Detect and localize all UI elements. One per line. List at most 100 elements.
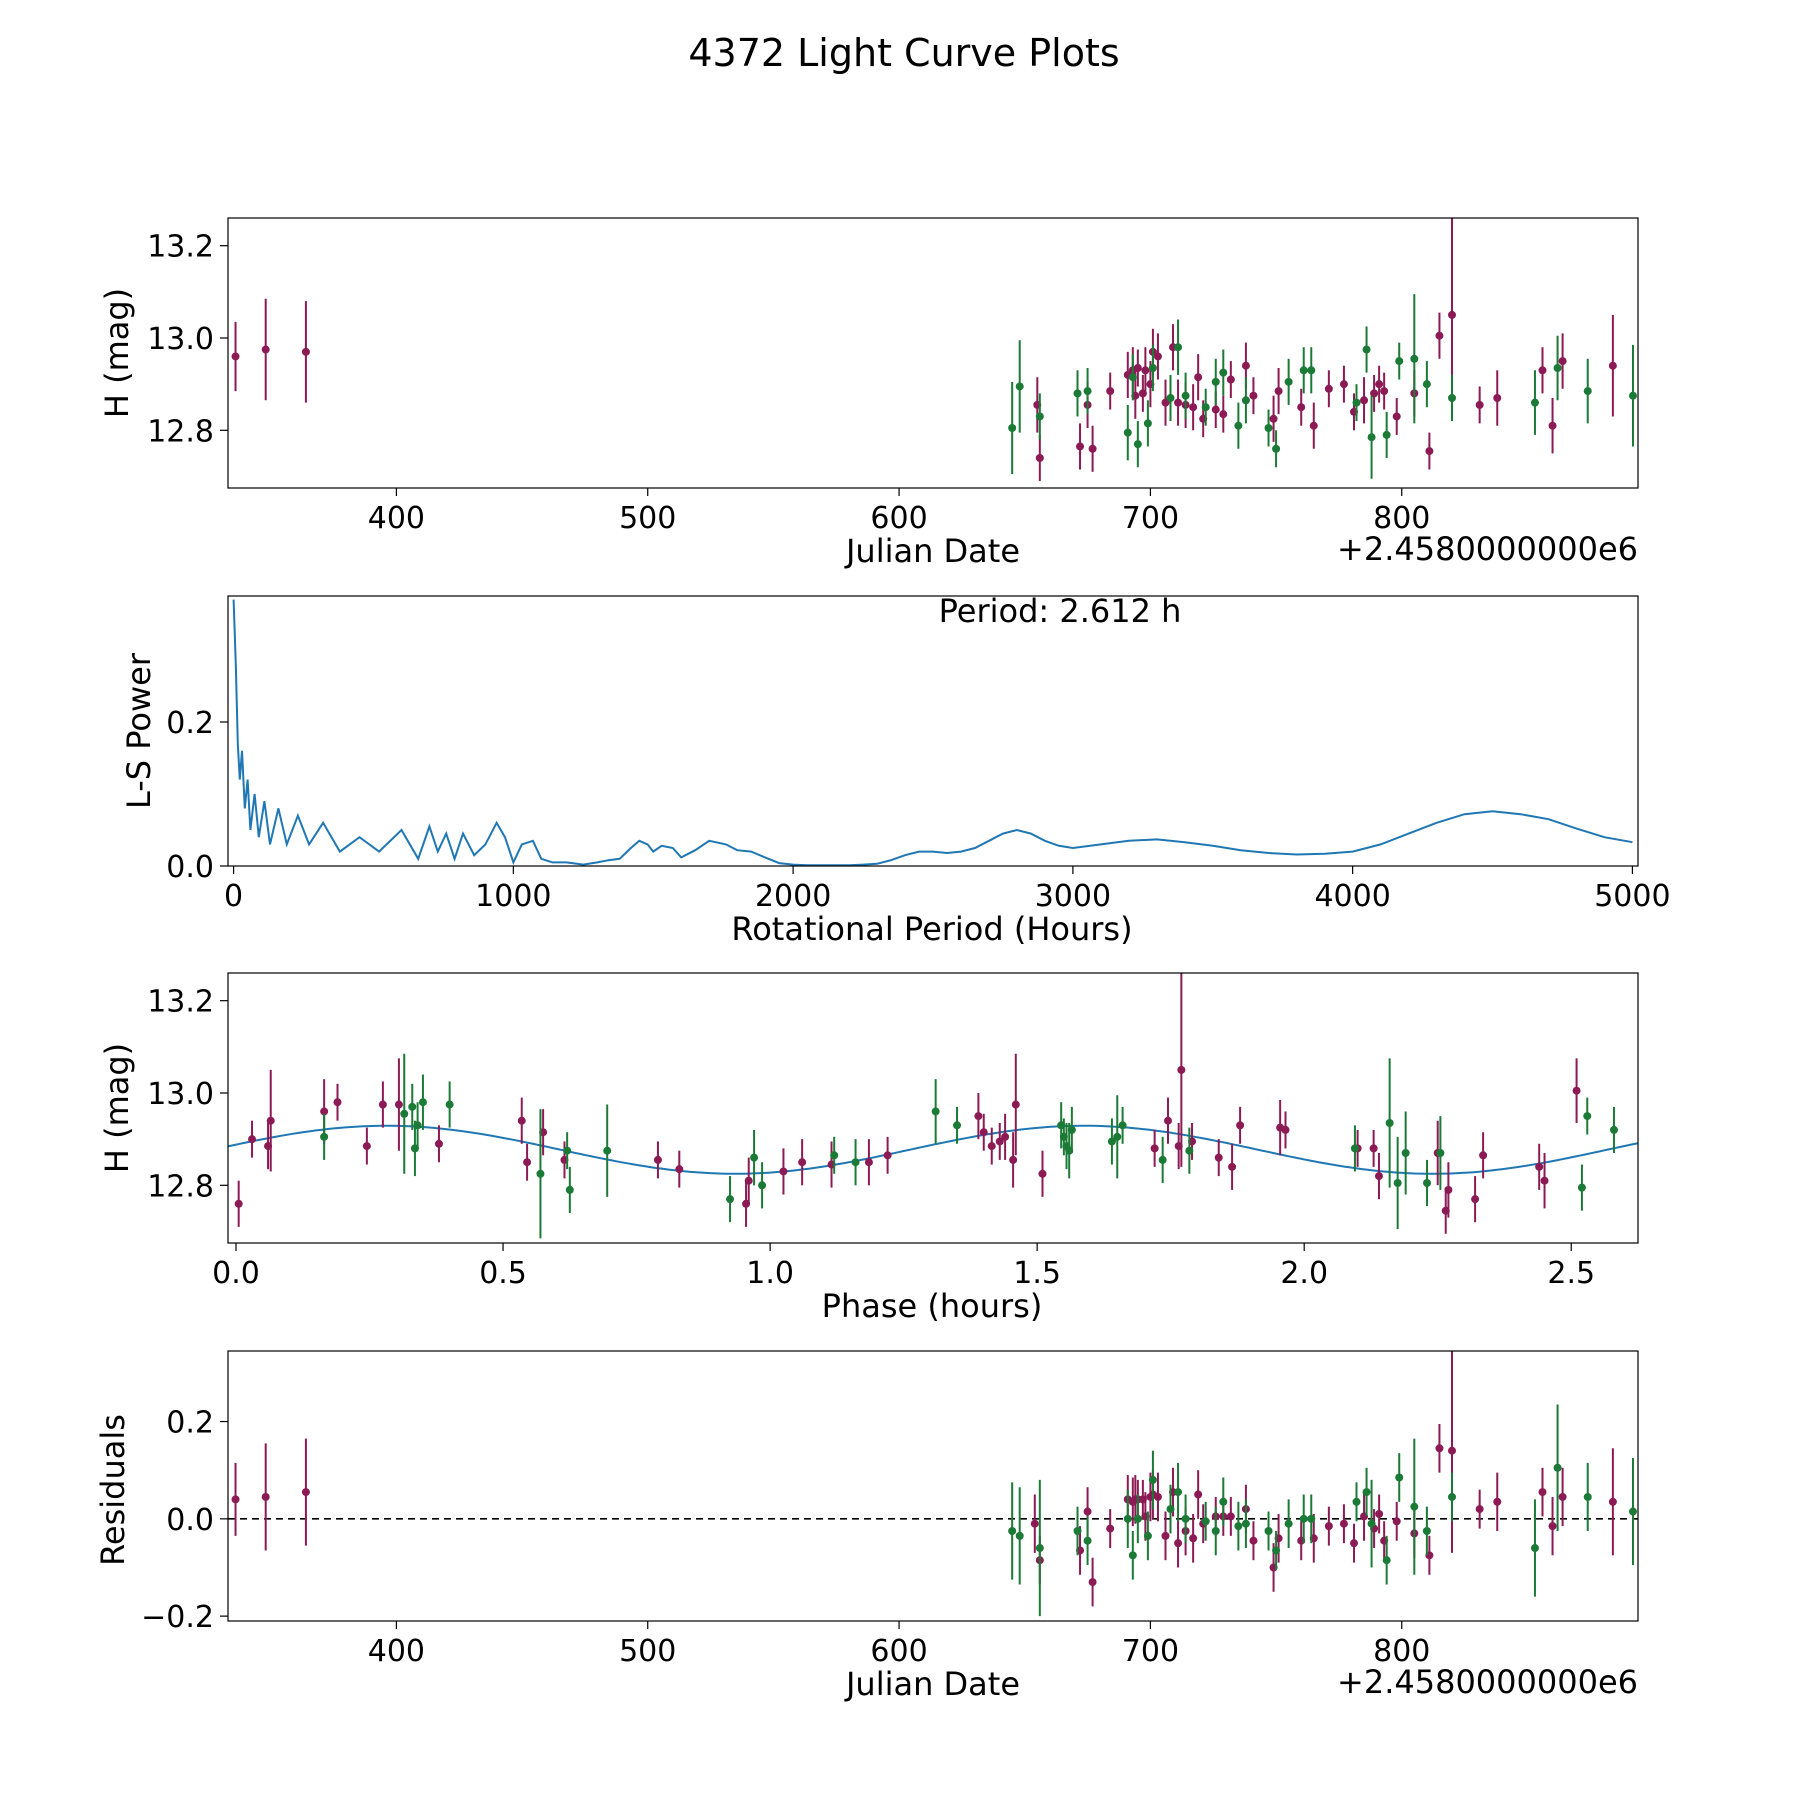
phase-folded-point-purple: [523, 1158, 532, 1167]
light-curve-point-purple: [1375, 380, 1384, 389]
light-curve-plot-area: [231, 218, 1637, 482]
phase-folded-point-green: [1609, 1125, 1618, 1134]
phase-folded-point-purple: [779, 1167, 788, 1176]
phase-folded-point-green: [1423, 1179, 1432, 1187]
phase-folded-point-purple: [653, 1155, 662, 1164]
phase-folded-point-purple: [1369, 1144, 1378, 1153]
light-curve-point-green: [1553, 364, 1562, 372]
residuals-point-green: [1234, 1522, 1243, 1531]
light-curve-xtick-label: 400: [368, 501, 425, 536]
light-curve-point-green: [1264, 424, 1273, 432]
light-curve-point-purple: [1088, 444, 1097, 453]
phase-folded-point-green: [320, 1132, 329, 1141]
residuals-point-green: [1148, 1475, 1157, 1484]
phase-folded-point-purple: [266, 1116, 275, 1125]
light-curve-point-green: [1181, 391, 1190, 400]
phase-folded-point-purple: [883, 1151, 892, 1160]
residuals-point-purple: [1106, 1524, 1115, 1533]
phase-folded-point-purple: [1535, 1162, 1544, 1171]
phase-folded-point-purple: [1009, 1155, 1018, 1164]
light-curve-point-purple: [1153, 352, 1162, 361]
light-curve-xtick-label: 700: [1122, 501, 1179, 536]
residuals-point-green: [1211, 1527, 1220, 1535]
light-curve-axes-frame: [227, 217, 1639, 489]
light-curve-point-purple: [1174, 398, 1183, 407]
residuals-point-green: [1307, 1514, 1316, 1523]
residuals-ytick-label: −0.2: [141, 1600, 214, 1635]
residuals-point-green: [1166, 1505, 1175, 1514]
periodogram-xlabel: Rotational Period (Hours): [731, 910, 1132, 948]
residuals-point-green: [1382, 1556, 1391, 1565]
light-curve-xtick-label: 600: [870, 501, 927, 536]
residuals-point-purple: [1475, 1505, 1484, 1514]
residuals-point-green: [1367, 1519, 1376, 1528]
light-curve-ytick-label: 13.0: [147, 322, 214, 357]
phase-folded-point-purple: [1572, 1086, 1581, 1095]
light-curve-point-purple: [1548, 421, 1557, 430]
light-curve-point-purple: [1035, 454, 1044, 462]
phase-folded-point-purple: [1011, 1100, 1020, 1109]
light-curve-point-green: [1362, 345, 1371, 354]
light-curve-point-green: [1211, 377, 1220, 386]
residuals-point-green: [1628, 1507, 1637, 1516]
residuals-point-green: [1352, 1497, 1361, 1506]
residuals-point-green: [1553, 1463, 1562, 1472]
phase-folded-point-green: [758, 1181, 767, 1190]
light-curve-ylabel: H (mag): [98, 288, 136, 418]
residuals-plot-area: [228, 1351, 1638, 1617]
periodogram-ytick-label: 0.2: [166, 706, 214, 741]
light-curve-point-green: [1148, 364, 1157, 372]
phase-folded-ytick-label: 13.2: [147, 985, 214, 1020]
residuals-point-green: [1583, 1492, 1592, 1501]
panel-periodogram: Period: 2.612 h Rotational Period (Hours…: [120, 592, 1671, 948]
residuals-ytick-label: 0.2: [166, 1406, 214, 1441]
phase-folded-xtick-label: 0.0: [212, 1256, 260, 1291]
light-curve-point-purple: [1360, 396, 1369, 405]
light-curve-point-purple: [1249, 391, 1258, 400]
residuals-point-purple: [1088, 1578, 1097, 1587]
phase-folded-point-purple: [234, 1199, 243, 1208]
phase-folded-point-purple: [434, 1139, 443, 1148]
panel-residuals: Julian Date Residuals +2.4580000000e6 40…: [94, 1350, 1639, 1703]
phase-folded-point-green: [1350, 1144, 1359, 1153]
phase-folded-point-purple: [974, 1112, 983, 1121]
residuals-ytick-label: 0.0: [166, 1503, 214, 1538]
residuals-xtick-label: 800: [1373, 1634, 1430, 1669]
phase-folded-point-green: [830, 1151, 839, 1160]
light-curve-point-purple: [1106, 387, 1115, 396]
residuals-point-purple: [1392, 1517, 1401, 1526]
phase-folded-xlabel: Phase (hours): [822, 1287, 1043, 1325]
phase-folded-point-green: [1118, 1121, 1127, 1130]
light-curve-point-green: [1628, 391, 1637, 400]
light-curve-point-purple: [1211, 405, 1220, 414]
phase-folded-point-green: [1583, 1112, 1592, 1121]
phase-folded-point-green: [726, 1195, 735, 1204]
light-curve-point-green: [1583, 387, 1592, 396]
light-curve-point-purple: [1324, 384, 1333, 393]
light-curve-point-green: [1530, 398, 1539, 407]
light-curve-point-green: [1035, 412, 1044, 421]
light-curve-point-purple: [261, 345, 270, 354]
light-curve-point-purple: [1076, 442, 1085, 451]
phase-folded-point-green: [400, 1109, 409, 1118]
phase-folded-xtick-label: 1.5: [1013, 1256, 1061, 1291]
phase-folded-point-green: [1385, 1119, 1394, 1127]
panel-light-curve: Julian Date H (mag) +2.4580000000e6 400 5…: [98, 217, 1639, 570]
phase-folded-point-purple: [1164, 1116, 1172, 1125]
phase-folded-point-purple: [362, 1142, 371, 1151]
light-curve-point-green: [1166, 394, 1175, 402]
light-curve-point-purple: [1219, 410, 1228, 419]
periodogram-xtick-label: 1000: [475, 879, 551, 914]
phase-folded-xtick-label: 1.0: [746, 1256, 794, 1291]
light-curve-point-green: [1284, 377, 1293, 386]
light-curve-point-purple: [1133, 364, 1142, 372]
fit-curve: [228, 1124, 1638, 1175]
light-curve-point-green: [1073, 389, 1082, 398]
light-curve-point-green: [1272, 444, 1281, 453]
light-curve-point-green: [1307, 366, 1316, 375]
light-curve-ytick-label: 13.2: [147, 230, 214, 265]
residuals-point-green: [1201, 1517, 1210, 1526]
residuals-point-purple: [1339, 1519, 1348, 1528]
phase-folded-point-purple: [517, 1116, 526, 1125]
